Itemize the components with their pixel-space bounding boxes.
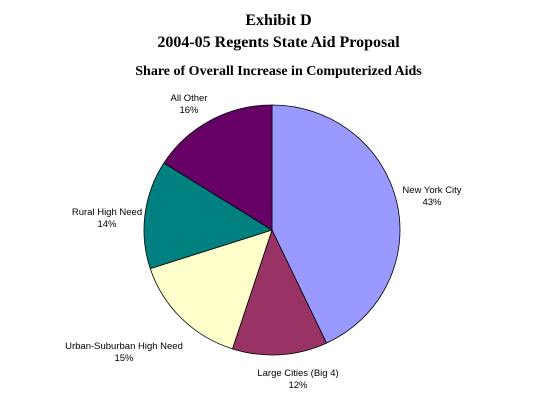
pie-slice-all-other — [163, 104, 273, 231]
chart-title-line-2: 2004-05 Regents State Aid Proposal — [157, 34, 400, 51]
slice-label-value: 43% — [422, 197, 442, 208]
slice-label-name: Large Cities (Big 4) — [257, 368, 338, 379]
chart-title-line-1: Exhibit D — [245, 12, 312, 29]
chart-subtitle: Share of Overall Increase in Computerize… — [135, 64, 422, 79]
pie-slice-new-york-city — [271, 104, 401, 344]
pie-slice-rural-high-need — [143, 162, 273, 270]
slice-label-name: New York City — [402, 185, 461, 196]
slice-label-value: 12% — [288, 380, 308, 391]
slice-label-value: 15% — [114, 353, 134, 364]
slice-label-value: 14% — [97, 219, 117, 230]
pie-slice-urban-suburban-high-need — [149, 229, 273, 350]
pie-slice-large-cities-big-4 — [231, 228, 328, 356]
slice-label-name: Rural High Need — [72, 207, 142, 218]
slice-label-value: 16% — [179, 105, 199, 116]
slice-label-name: Urban-Suburban High Need — [65, 341, 183, 352]
slice-label-name: All Other — [171, 93, 208, 104]
